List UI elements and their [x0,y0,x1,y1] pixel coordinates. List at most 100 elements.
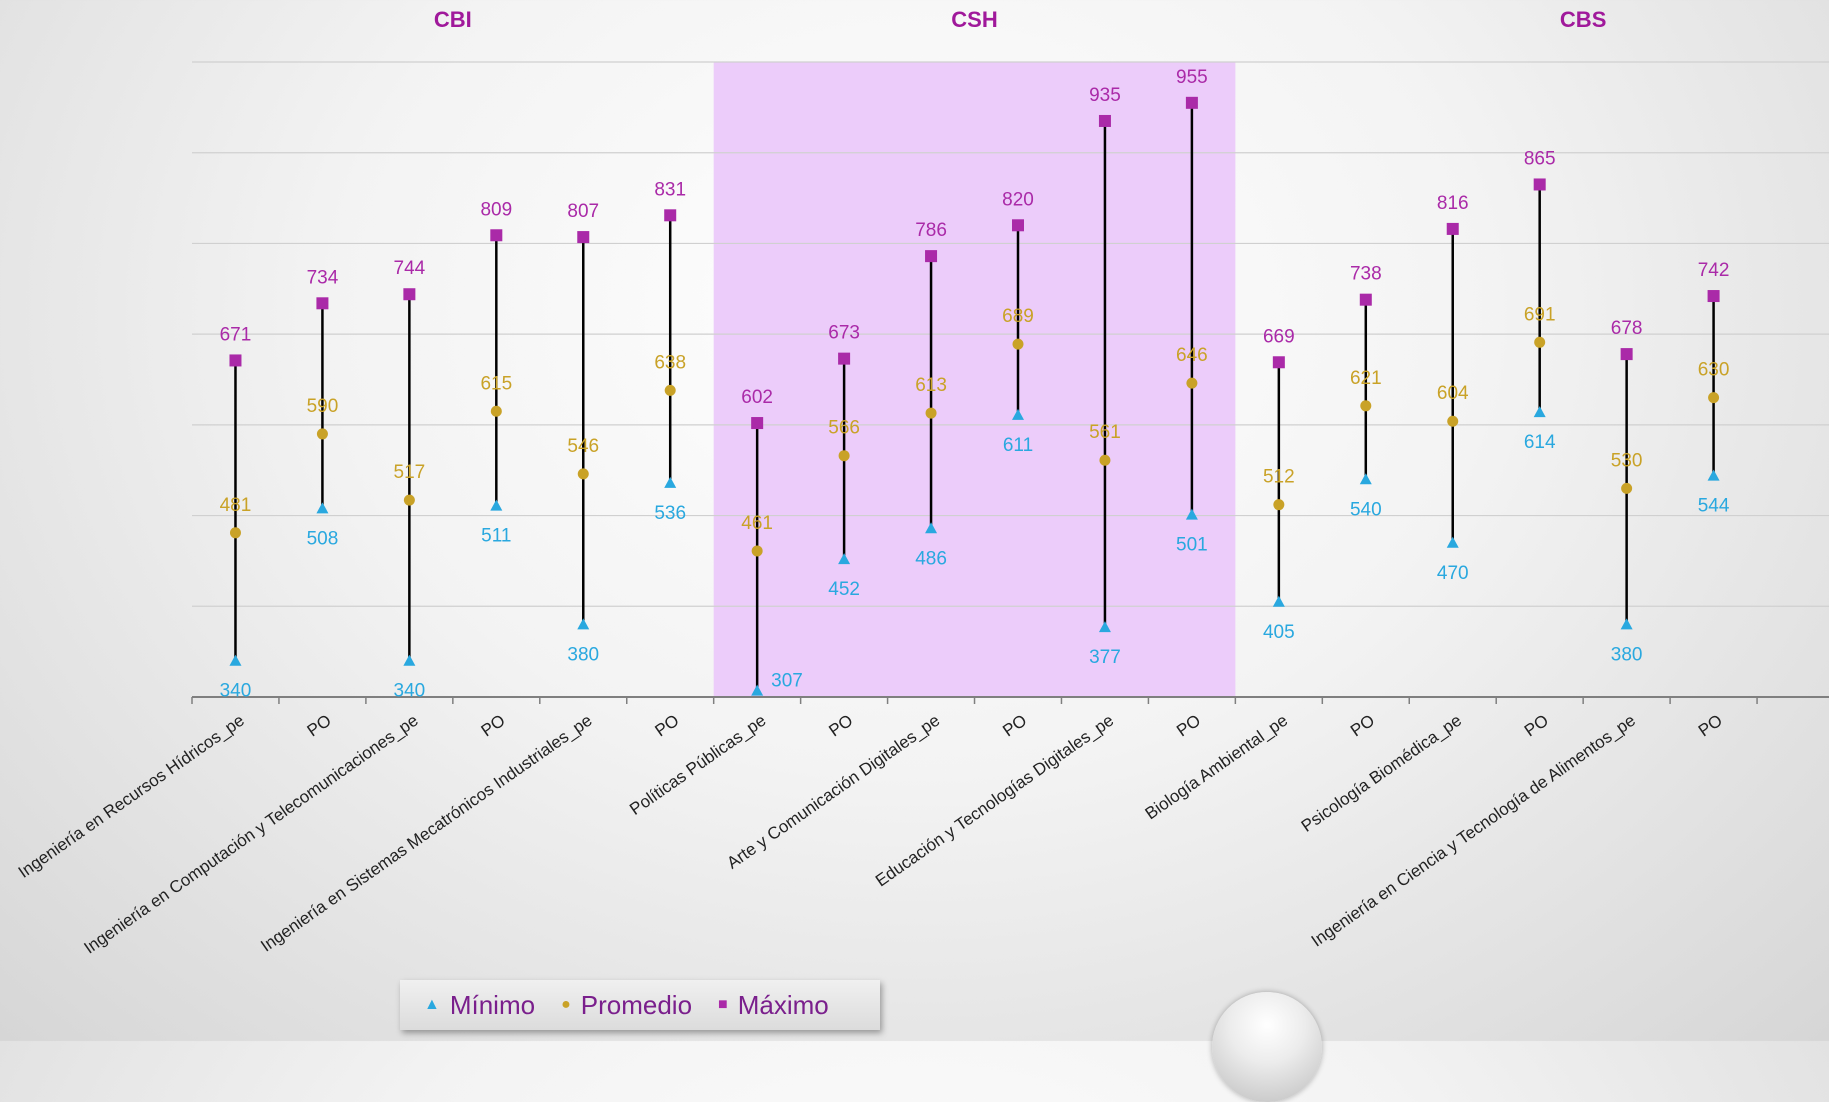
category-label: Ingeniería en Ciencia y Tecnología de Al… [1308,711,1639,951]
category-label: PO [651,711,682,741]
max-label: 955 [1176,67,1208,88]
min-label: 611 [1003,435,1033,456]
max-marker [751,417,764,430]
min-marker [1620,618,1633,630]
group-bands [713,62,1236,697]
avg-marker [403,494,415,506]
max-marker [1012,219,1024,232]
avg-marker [1447,415,1459,427]
min-marker [1272,595,1285,607]
legend: ▲ Mínimo ● Promedio ■ Máximo [400,980,880,1030]
max-marker [229,354,242,367]
max-label: 809 [480,199,512,220]
max-label: 786 [915,220,947,241]
max-marker [577,231,590,244]
max-marker [403,288,416,301]
max-marker [1533,178,1546,191]
min-label: 536 [654,503,686,524]
min-label: 508 [307,528,339,549]
category-label: PO [478,711,509,741]
avg-label: 689 [1002,306,1034,327]
max-label: 734 [307,267,339,288]
avg-marker [490,405,502,417]
gridlines [192,61,1829,607]
avg-marker [838,450,850,462]
max-marker [1272,356,1285,369]
category-label: PO [1521,711,1552,741]
category-label: Ingeniería en Sistemas Mecatrónicos Indu… [257,711,595,956]
min-label: 380 [1611,644,1643,665]
max-label: 816 [1437,193,1469,214]
min-label: 340 [394,681,426,702]
max-marker [1446,222,1459,235]
category-labels: Ingeniería en Recursos Hídricos_pe POInge… [15,711,1726,958]
category-label: PO [1695,711,1726,741]
decorative-bubble [1212,992,1322,1102]
min-label: 540 [1350,499,1382,520]
min-marker [229,654,242,666]
max-label: 742 [1698,260,1730,281]
min-label: 405 [1263,622,1295,643]
min-label: 380 [567,644,599,665]
max-label: 935 [1089,85,1121,106]
min-label: 486 [915,548,947,569]
min-label: 340 [220,681,252,702]
min-marker [1359,473,1372,485]
max-label: 865 [1524,148,1556,169]
circle-marker-icon: ● [561,996,571,1013]
max-label: 602 [741,387,773,408]
category-label: Psicología Biomédica_pe [1298,711,1465,836]
avg-label: 481 [220,495,252,516]
chart: CBI CSH CBS 671 481 340 734 590 508 744 517 340 809… [15,7,1829,958]
range-lines [234,102,1715,691]
avg-marker [1186,377,1198,389]
avg-label: 646 [1176,345,1208,366]
max-label: 744 [394,258,426,279]
avg-label: 590 [307,396,339,417]
min-marker [1185,508,1198,520]
min-label: 470 [1437,563,1469,584]
avg-marker [751,545,763,557]
avg-marker [229,527,241,539]
max-label: 673 [828,323,860,344]
square-marker-icon: ■ [718,996,728,1013]
category-label: Políticas Públicas_pe [626,711,769,819]
avg-label: 517 [394,462,426,483]
category-label: PO [1173,711,1204,741]
max-marker [490,229,503,242]
max-label: 738 [1350,264,1382,285]
min-marker [751,684,764,696]
max-marker [1707,290,1720,303]
max-label: 669 [1263,326,1295,347]
legend-label-maximo: Máximo [737,989,829,1020]
avg-label: 461 [741,513,773,534]
avg-label: 638 [654,352,686,373]
min-marker [490,499,503,511]
min-label: 544 [1698,496,1730,517]
avg-marker [664,384,676,396]
category-label: Ingeniería en Computación y Telecomunica… [80,711,421,958]
max-label: 671 [220,324,252,345]
legend-item-promedio: ● Promedio [561,990,692,1021]
min-marker [1012,408,1024,420]
avg-marker [1708,392,1720,404]
legend-item-maximo: ■ Máximo [718,990,829,1021]
category-label: PO [304,711,335,741]
avg-label: 530 [1611,450,1643,471]
avg-label: 604 [1437,383,1469,404]
group-titles: CBI CSH CBS [434,7,1606,32]
avg-label: 561 [1089,422,1121,443]
min-marker [403,654,416,666]
min-marker [316,502,329,514]
max-marker [838,352,851,365]
min-label: 501 [1176,535,1208,556]
category-label: PO [999,711,1030,741]
avg-marker [1621,482,1633,494]
min-label: 614 [1524,432,1556,453]
min-marker [664,476,677,488]
max-marker [664,209,677,222]
avg-label: 615 [480,373,512,394]
min-label: 377 [1089,647,1121,668]
avg-marker [1534,336,1546,348]
avg-marker [925,407,937,419]
